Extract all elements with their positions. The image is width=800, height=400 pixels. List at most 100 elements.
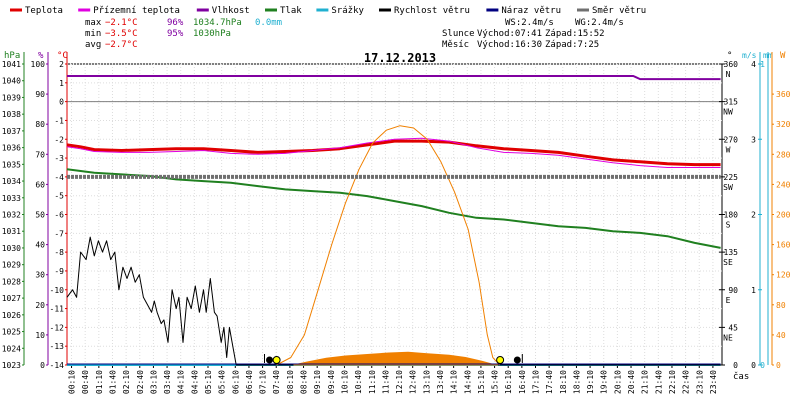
- tick-label-c-3: -1: [54, 116, 64, 125]
- tick-label-hpa-18: 1023: [2, 361, 21, 370]
- stat-min-label: min: [85, 29, 101, 39]
- tick-label-x-33: 16:40: [518, 370, 527, 394]
- tick-label-x-29: 14:40: [463, 370, 472, 394]
- stat-min-press: 1030hPa: [193, 29, 231, 39]
- series-0: [66, 139, 721, 167]
- tick-label-x-43: 21:40: [654, 370, 663, 394]
- tick-label-hpa-12: 1029: [2, 261, 21, 270]
- tick-label-c-8: -6: [54, 211, 64, 220]
- unit-ms: m/s: [742, 51, 757, 60]
- tick-label-ms-0: 4: [751, 60, 756, 69]
- tick-label-c-16: -14: [50, 361, 65, 370]
- tick-label-c-6: -4: [54, 173, 64, 182]
- legend-label-5: Rychlost větru: [394, 6, 470, 16]
- dir-label-0: N: [726, 70, 731, 79]
- grid: [66, 63, 723, 366]
- marker-sunrise: [272, 356, 281, 364]
- tick-label-pct-6: 40: [35, 241, 45, 250]
- tick-label-c-14: -12: [50, 323, 65, 332]
- tick-label-x-44: 22:10: [668, 370, 677, 394]
- tick-label-x-28: 14:10: [450, 370, 459, 394]
- marker-sunset: [496, 356, 505, 364]
- tick-label-c-9: -7: [54, 229, 64, 238]
- tick-label-x-45: 22:40: [682, 370, 691, 394]
- stat-min-hum: 95%: [167, 29, 184, 39]
- tick-label-w-7: 80: [776, 301, 786, 310]
- tick-label-x-31: 15:40: [491, 370, 500, 394]
- tick-label-deg-4: 180: [724, 211, 739, 220]
- series-3: [66, 168, 721, 249]
- tick-label-hpa-13: 1028: [2, 277, 21, 286]
- markers: [264, 354, 523, 364]
- tick-label-x-19: 09:40: [327, 370, 336, 394]
- tick-label-x-26: 13:10: [422, 370, 431, 394]
- series: [66, 75, 721, 366]
- unit-pct: %: [38, 51, 44, 61]
- tick-label-pct-8: 20: [35, 301, 45, 310]
- tick-label-c-13: -11: [50, 305, 65, 314]
- stat-min-temp: −3.5°C: [105, 29, 138, 39]
- unit-hpa: hPa: [4, 51, 20, 61]
- tick-label-deg-1: 315: [724, 98, 739, 107]
- tick-label-c-1: 1: [59, 79, 64, 88]
- tick-label-x-35: 17:40: [545, 370, 554, 394]
- tick-label-x-15: 07:40: [272, 370, 281, 394]
- tick-label-deg-6: 90: [728, 286, 738, 295]
- legend-label-1: Přízemní teplota: [93, 6, 180, 16]
- tick-label-x-20: 10:10: [340, 370, 349, 394]
- tick-label-deg-7: 45: [728, 323, 738, 332]
- tick-label-hpa-14: 1027: [2, 294, 21, 303]
- stat-avg-temp: −2.7°C: [105, 40, 138, 50]
- tick-label-w-3: 240: [776, 180, 791, 189]
- legend: Teplota Přízemní teplota Vlhkost Tlak Srážky…: [10, 6, 646, 16]
- tick-label-hpa-4: 1037: [2, 127, 21, 136]
- tick-label-c-11: -9: [54, 267, 64, 276]
- tick-label-w-1: 320: [776, 120, 791, 129]
- tick-label-pct-2: 80: [35, 120, 45, 129]
- tick-label-w-0: 360: [776, 90, 791, 99]
- tick-label-hpa-7: 1034: [2, 177, 21, 186]
- tick-label-x-17: 08:40: [300, 370, 309, 394]
- tick-label-deg-0: 360: [724, 60, 739, 69]
- legend-label-7: Směr větru: [592, 6, 646, 16]
- tick-label-pct-4: 60: [35, 180, 45, 189]
- legend-label-2: Vlhkost: [212, 6, 250, 16]
- tick-label-deg-3: 225: [724, 173, 739, 182]
- tick-label-ms-4: 0: [751, 361, 756, 370]
- tick-label-c-0: 2: [59, 60, 64, 69]
- tick-label-x-1: 00:40: [81, 370, 90, 394]
- tick-label-x-13: 06:40: [245, 370, 254, 394]
- tick-label-x-16: 08:10: [286, 370, 295, 394]
- tick-label-x-38: 19:10: [586, 370, 595, 394]
- tick-label-x-39: 19:40: [600, 370, 609, 394]
- tick-label-w-6: 120: [776, 271, 791, 280]
- tick-label-deg-8: 0: [733, 361, 738, 370]
- tick-label-pct-1: 90: [35, 90, 45, 99]
- tick-label-pct-0: 100: [31, 60, 46, 69]
- dir-label-3: SW: [723, 183, 733, 192]
- stat-max-hum: 96%: [167, 18, 184, 28]
- tick-label-hpa-5: 1036: [2, 144, 21, 153]
- tick-label-c-15: -13: [50, 342, 65, 351]
- tick-label-w-8: 40: [776, 331, 786, 340]
- stat-max-label: max: [85, 18, 102, 28]
- x-axis-unit: čas: [733, 371, 749, 382]
- stat-max-rain: 0.0mm: [255, 18, 282, 28]
- tick-label-hpa-11: 1030: [2, 244, 21, 253]
- tick-label-ms-1: 3: [751, 135, 756, 144]
- tick-label-x-5: 02:40: [136, 370, 145, 394]
- dir-label-4: S: [726, 221, 731, 230]
- tick-label-hpa-9: 1032: [2, 211, 21, 220]
- series-6: [276, 125, 500, 366]
- tick-label-w-2: 280: [776, 150, 791, 159]
- tick-label-c-10: -8: [54, 248, 64, 257]
- tick-label-x-2: 01:10: [95, 370, 104, 394]
- sun-rise: Východ:07:41: [477, 29, 542, 39]
- tick-label-x-18: 09:10: [313, 370, 322, 394]
- tick-label-x-0: 00:10: [68, 370, 77, 394]
- unit-w: W: [780, 51, 786, 61]
- tick-label-w-9: 0: [776, 361, 781, 370]
- tick-label-x-24: 12:10: [395, 370, 404, 394]
- legend-label-3: Tlak: [280, 6, 302, 16]
- moon-set: Západ:7:25: [545, 40, 599, 50]
